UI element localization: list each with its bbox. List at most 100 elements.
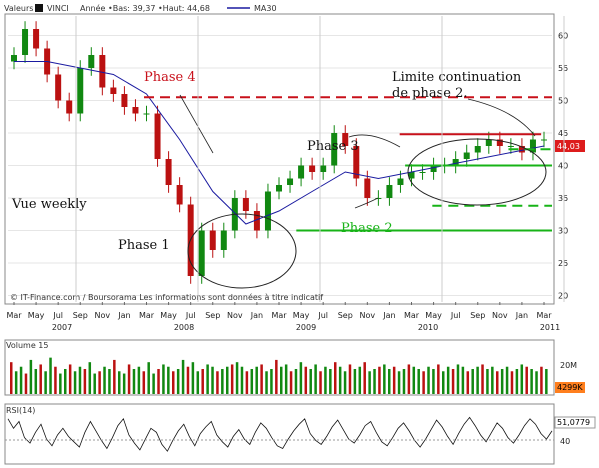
x-tick-label: Jan [515, 311, 528, 320]
x-tick-label: Jul [317, 311, 328, 320]
price-tick-label: 60 [558, 32, 568, 41]
volume-bar [14, 371, 18, 394]
volume-bar [466, 371, 470, 394]
volume-bar [157, 369, 160, 394]
volume-bar [73, 371, 77, 394]
candle-body [397, 178, 404, 185]
rsi-line [7, 416, 553, 452]
volume-bar [142, 371, 146, 394]
volume-bar [186, 366, 190, 394]
volume-title: Volume 15 [6, 341, 48, 350]
volume-bar [93, 373, 96, 394]
candle-body [419, 172, 426, 173]
volume-bar [525, 366, 528, 394]
volume-bar [481, 364, 484, 394]
candle-body [220, 230, 227, 250]
x-tick-label: Jan [250, 311, 263, 320]
ma30-line [14, 61, 545, 225]
candle-body [353, 146, 360, 179]
candle-body [176, 185, 183, 205]
volume-bar [167, 366, 170, 394]
volume-bar [201, 369, 204, 394]
volume-bar [442, 371, 445, 394]
x-tick-label: Sep [338, 311, 353, 320]
watermark: © IT-Finance.com / Boursorama Les inform… [10, 292, 323, 302]
candle-body [121, 94, 128, 107]
price-tick-label: 55 [558, 64, 568, 73]
x-tick-label: Nov [360, 311, 376, 320]
volume-bar [500, 369, 504, 394]
candle-body [253, 211, 260, 231]
volume-bar [388, 369, 391, 394]
volume-bar [319, 371, 322, 394]
volume-bar [432, 369, 435, 394]
x-tick-label: Sep [205, 311, 220, 320]
candle-body [485, 139, 492, 146]
volume-bar [10, 362, 13, 394]
x-tick-label: Jan [382, 311, 395, 320]
x-tick-label: Jul [52, 311, 63, 320]
rsi-tick-40: 40 [560, 437, 570, 446]
candle-body [507, 146, 514, 147]
volume-bar [289, 371, 293, 394]
volume-bar [98, 371, 101, 394]
volume-tick-20m: 20M [560, 361, 577, 370]
candle-body [66, 100, 73, 114]
volume-bar [49, 357, 52, 394]
phase3-label: Phase 3 [307, 139, 359, 154]
volume-bar [147, 362, 150, 394]
volume-last-badge [555, 382, 585, 393]
limit-arrow [467, 98, 536, 137]
candle-body [518, 146, 525, 153]
volume-bar [412, 366, 416, 394]
volume-bar [211, 366, 214, 394]
volume-bar [230, 364, 234, 394]
volume-bar [24, 373, 28, 394]
candle-body [331, 133, 338, 166]
time-axis: Mar May Jul Sep Nov Jan Mar May Jul Sep Nov Jan Mar M… [6, 16, 565, 332]
volume-bar [19, 366, 23, 394]
x-tick-label: Mar [404, 311, 420, 320]
price-tick-label: 45 [558, 129, 568, 138]
phase-levels [144, 96, 552, 232]
volume-bar [39, 364, 42, 394]
volume-bars [10, 357, 548, 394]
candle-body [287, 178, 294, 185]
candle-body [11, 55, 17, 62]
volume-bar [545, 369, 548, 394]
candle-body [22, 29, 29, 55]
candle-body [298, 165, 305, 179]
x-tick-label: Mar [6, 311, 22, 320]
volume-bar [216, 371, 219, 394]
volume-bar [83, 369, 87, 394]
volume-bar [304, 366, 308, 394]
volume-bar [451, 369, 455, 394]
volume-bar [88, 362, 92, 394]
volume-bar [407, 364, 411, 394]
volume-bar [338, 366, 342, 394]
volume-bar [456, 364, 460, 394]
volume-bar [270, 369, 273, 394]
candle-body [529, 139, 536, 153]
volume-bar [343, 371, 347, 394]
volume-bar [265, 371, 268, 394]
candle-body [364, 178, 371, 198]
volume-bar [329, 369, 332, 394]
candle-body [198, 230, 205, 276]
volume-bar [64, 369, 67, 394]
price-tick-label: 20 [558, 292, 568, 301]
phase3-arrow [348, 134, 401, 148]
x-tick-label: Nov [95, 311, 111, 320]
volume-bar [122, 373, 126, 394]
volume-bar [491, 366, 494, 394]
vue-weekly-label: Vue weekly [11, 197, 87, 212]
volume-bar [59, 373, 62, 394]
candle-body [154, 113, 161, 159]
volume-bar [392, 366, 396, 394]
x-tick-label: Jul [450, 311, 461, 320]
volume-bar [540, 366, 543, 394]
volume-bar [397, 371, 401, 394]
volume-bar [294, 369, 298, 394]
x-tick-label: May [28, 311, 45, 320]
candle-body [386, 185, 393, 198]
